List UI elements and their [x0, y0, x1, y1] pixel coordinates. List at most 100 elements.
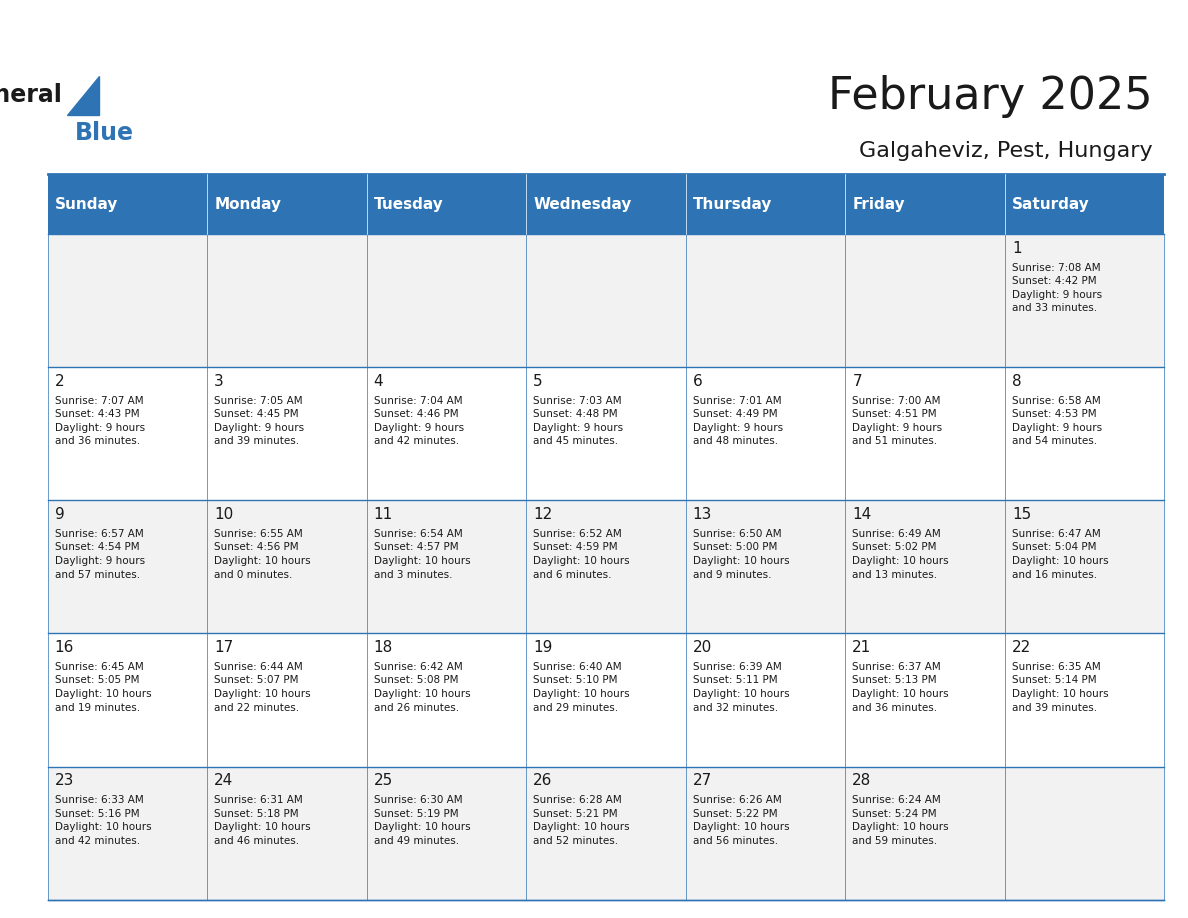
FancyBboxPatch shape	[207, 633, 367, 767]
Text: 26: 26	[533, 773, 552, 788]
Text: Sunrise: 6:40 AM
Sunset: 5:10 PM
Daylight: 10 hours
and 29 minutes.: Sunrise: 6:40 AM Sunset: 5:10 PM Dayligh…	[533, 662, 630, 712]
Text: Sunrise: 6:44 AM
Sunset: 5:07 PM
Daylight: 10 hours
and 22 minutes.: Sunrise: 6:44 AM Sunset: 5:07 PM Dayligh…	[214, 662, 311, 712]
Text: Thursday: Thursday	[693, 196, 772, 212]
FancyBboxPatch shape	[685, 500, 845, 633]
Text: Sunrise: 6:58 AM
Sunset: 4:53 PM
Daylight: 9 hours
and 54 minutes.: Sunrise: 6:58 AM Sunset: 4:53 PM Dayligh…	[1012, 396, 1102, 446]
FancyBboxPatch shape	[685, 633, 845, 767]
Text: 7: 7	[852, 374, 862, 388]
Text: 12: 12	[533, 507, 552, 521]
Text: Wednesday: Wednesday	[533, 196, 632, 212]
FancyBboxPatch shape	[367, 367, 526, 500]
Text: 21: 21	[852, 640, 872, 655]
FancyBboxPatch shape	[207, 500, 367, 633]
FancyBboxPatch shape	[526, 174, 685, 234]
Text: 6: 6	[693, 374, 702, 388]
FancyBboxPatch shape	[845, 367, 1005, 500]
Text: Sunrise: 6:37 AM
Sunset: 5:13 PM
Daylight: 10 hours
and 36 minutes.: Sunrise: 6:37 AM Sunset: 5:13 PM Dayligh…	[852, 662, 949, 712]
Text: 10: 10	[214, 507, 233, 521]
FancyBboxPatch shape	[207, 174, 367, 234]
Text: 8: 8	[1012, 374, 1022, 388]
FancyBboxPatch shape	[526, 767, 685, 900]
FancyBboxPatch shape	[685, 767, 845, 900]
FancyBboxPatch shape	[845, 767, 1005, 900]
FancyBboxPatch shape	[845, 633, 1005, 767]
FancyBboxPatch shape	[1005, 367, 1164, 500]
Text: Sunrise: 6:24 AM
Sunset: 5:24 PM
Daylight: 10 hours
and 59 minutes.: Sunrise: 6:24 AM Sunset: 5:24 PM Dayligh…	[852, 795, 949, 845]
Text: Sunrise: 7:00 AM
Sunset: 4:51 PM
Daylight: 9 hours
and 51 minutes.: Sunrise: 7:00 AM Sunset: 4:51 PM Dayligh…	[852, 396, 942, 446]
Text: Sunrise: 6:26 AM
Sunset: 5:22 PM
Daylight: 10 hours
and 56 minutes.: Sunrise: 6:26 AM Sunset: 5:22 PM Dayligh…	[693, 795, 789, 845]
Text: 15: 15	[1012, 507, 1031, 521]
Text: 25: 25	[374, 773, 393, 788]
Text: Sunrise: 6:50 AM
Sunset: 5:00 PM
Daylight: 10 hours
and 9 minutes.: Sunrise: 6:50 AM Sunset: 5:00 PM Dayligh…	[693, 529, 789, 579]
Text: Sunrise: 6:28 AM
Sunset: 5:21 PM
Daylight: 10 hours
and 52 minutes.: Sunrise: 6:28 AM Sunset: 5:21 PM Dayligh…	[533, 795, 630, 845]
Text: Sunrise: 7:03 AM
Sunset: 4:48 PM
Daylight: 9 hours
and 45 minutes.: Sunrise: 7:03 AM Sunset: 4:48 PM Dayligh…	[533, 396, 624, 446]
Text: 2: 2	[55, 374, 64, 388]
Text: Sunrise: 7:01 AM
Sunset: 4:49 PM
Daylight: 9 hours
and 48 minutes.: Sunrise: 7:01 AM Sunset: 4:49 PM Dayligh…	[693, 396, 783, 446]
Text: 28: 28	[852, 773, 872, 788]
FancyBboxPatch shape	[367, 174, 526, 234]
FancyBboxPatch shape	[1005, 174, 1164, 234]
FancyBboxPatch shape	[685, 367, 845, 500]
FancyBboxPatch shape	[845, 174, 1005, 234]
FancyBboxPatch shape	[207, 767, 367, 900]
Text: 11: 11	[374, 507, 393, 521]
Text: Sunrise: 6:54 AM
Sunset: 4:57 PM
Daylight: 10 hours
and 3 minutes.: Sunrise: 6:54 AM Sunset: 4:57 PM Dayligh…	[374, 529, 470, 579]
Text: General: General	[0, 83, 63, 106]
Text: 24: 24	[214, 773, 233, 788]
FancyBboxPatch shape	[1005, 633, 1164, 767]
FancyBboxPatch shape	[526, 500, 685, 633]
Text: 14: 14	[852, 507, 872, 521]
Text: Galgaheviz, Pest, Hungary: Galgaheviz, Pest, Hungary	[859, 141, 1152, 162]
Text: Blue: Blue	[75, 121, 134, 145]
Text: Tuesday: Tuesday	[374, 196, 443, 212]
Text: Sunrise: 6:49 AM
Sunset: 5:02 PM
Daylight: 10 hours
and 13 minutes.: Sunrise: 6:49 AM Sunset: 5:02 PM Dayligh…	[852, 529, 949, 579]
Text: 1: 1	[1012, 241, 1022, 255]
Text: Sunrise: 7:05 AM
Sunset: 4:45 PM
Daylight: 9 hours
and 39 minutes.: Sunrise: 7:05 AM Sunset: 4:45 PM Dayligh…	[214, 396, 304, 446]
FancyBboxPatch shape	[207, 367, 367, 500]
Text: Sunrise: 7:04 AM
Sunset: 4:46 PM
Daylight: 9 hours
and 42 minutes.: Sunrise: 7:04 AM Sunset: 4:46 PM Dayligh…	[374, 396, 463, 446]
Text: Sunrise: 6:45 AM
Sunset: 5:05 PM
Daylight: 10 hours
and 19 minutes.: Sunrise: 6:45 AM Sunset: 5:05 PM Dayligh…	[55, 662, 151, 712]
Text: Sunrise: 6:52 AM
Sunset: 4:59 PM
Daylight: 10 hours
and 6 minutes.: Sunrise: 6:52 AM Sunset: 4:59 PM Dayligh…	[533, 529, 630, 579]
FancyBboxPatch shape	[48, 367, 207, 500]
Text: Sunrise: 7:07 AM
Sunset: 4:43 PM
Daylight: 9 hours
and 36 minutes.: Sunrise: 7:07 AM Sunset: 4:43 PM Dayligh…	[55, 396, 145, 446]
Text: 9: 9	[55, 507, 64, 521]
Text: 17: 17	[214, 640, 233, 655]
Text: 3: 3	[214, 374, 223, 388]
Text: 27: 27	[693, 773, 712, 788]
FancyBboxPatch shape	[48, 767, 207, 900]
FancyBboxPatch shape	[207, 234, 367, 367]
Polygon shape	[67, 76, 99, 115]
Text: 4: 4	[374, 374, 384, 388]
Text: Monday: Monday	[214, 196, 282, 212]
FancyBboxPatch shape	[526, 234, 685, 367]
Text: Sunrise: 6:57 AM
Sunset: 4:54 PM
Daylight: 9 hours
and 57 minutes.: Sunrise: 6:57 AM Sunset: 4:54 PM Dayligh…	[55, 529, 145, 579]
Text: Sunrise: 6:55 AM
Sunset: 4:56 PM
Daylight: 10 hours
and 0 minutes.: Sunrise: 6:55 AM Sunset: 4:56 PM Dayligh…	[214, 529, 311, 579]
Text: 20: 20	[693, 640, 712, 655]
FancyBboxPatch shape	[685, 234, 845, 367]
FancyBboxPatch shape	[48, 234, 207, 367]
Text: 22: 22	[1012, 640, 1031, 655]
FancyBboxPatch shape	[685, 174, 845, 234]
Text: Saturday: Saturday	[1012, 196, 1089, 212]
FancyBboxPatch shape	[367, 633, 526, 767]
Text: 16: 16	[55, 640, 74, 655]
FancyBboxPatch shape	[367, 234, 526, 367]
FancyBboxPatch shape	[367, 767, 526, 900]
Text: 18: 18	[374, 640, 393, 655]
Text: February 2025: February 2025	[828, 75, 1152, 118]
Text: Sunday: Sunday	[55, 196, 118, 212]
FancyBboxPatch shape	[48, 633, 207, 767]
FancyBboxPatch shape	[1005, 234, 1164, 367]
FancyBboxPatch shape	[845, 234, 1005, 367]
FancyBboxPatch shape	[526, 367, 685, 500]
FancyBboxPatch shape	[48, 174, 207, 234]
FancyBboxPatch shape	[367, 500, 526, 633]
Text: 23: 23	[55, 773, 74, 788]
Text: 13: 13	[693, 507, 712, 521]
FancyBboxPatch shape	[526, 633, 685, 767]
Text: Sunrise: 7:08 AM
Sunset: 4:42 PM
Daylight: 9 hours
and 33 minutes.: Sunrise: 7:08 AM Sunset: 4:42 PM Dayligh…	[1012, 263, 1102, 313]
Text: Sunrise: 6:39 AM
Sunset: 5:11 PM
Daylight: 10 hours
and 32 minutes.: Sunrise: 6:39 AM Sunset: 5:11 PM Dayligh…	[693, 662, 789, 712]
Text: Sunrise: 6:33 AM
Sunset: 5:16 PM
Daylight: 10 hours
and 42 minutes.: Sunrise: 6:33 AM Sunset: 5:16 PM Dayligh…	[55, 795, 151, 845]
FancyBboxPatch shape	[1005, 500, 1164, 633]
FancyBboxPatch shape	[845, 500, 1005, 633]
